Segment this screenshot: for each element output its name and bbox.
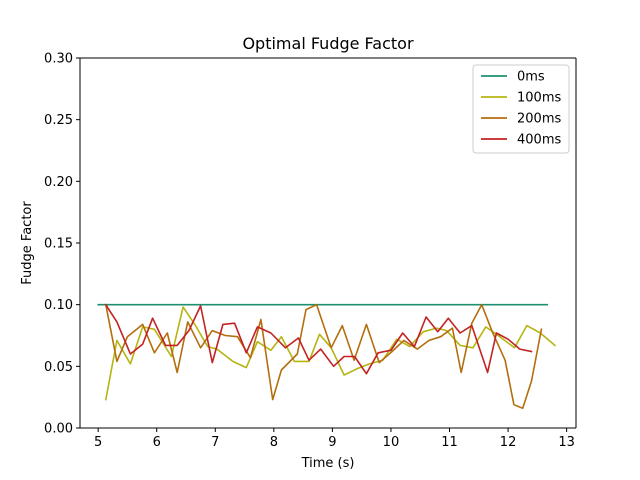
series-line-400ms: [104, 303, 533, 375]
y-tick-label: 0.00: [44, 422, 73, 437]
y-axis-title: Fudge Factor: [20, 201, 35, 285]
x-tick-label: 11: [441, 435, 458, 450]
x-tick-label: 6: [153, 435, 161, 450]
y-tick-label: 0.25: [44, 113, 73, 128]
legend-box: [472, 64, 570, 154]
x-tick-label: 12: [500, 435, 517, 450]
y-tick-label: 0.15: [44, 237, 73, 252]
x-tick-label: 8: [270, 435, 278, 450]
y-tick-label: 0.20: [44, 175, 73, 190]
x-axis-title: Time (s): [301, 456, 355, 471]
chart-title: Optimal Fudge Factor: [242, 34, 414, 53]
x-tick-label: 7: [211, 435, 219, 450]
legend-label: 200ms: [517, 112, 561, 127]
series-line-200ms: [104, 303, 543, 410]
x-tick-label: 10: [383, 435, 400, 450]
legend: 0ms 100ms 200ms 400ms: [472, 64, 570, 154]
y-tick-label: 0.10: [44, 298, 73, 313]
y-tick-label: 0.05: [44, 360, 73, 375]
legend-label: 100ms: [517, 91, 561, 106]
x-tick-label: 5: [94, 435, 102, 450]
series-line-100ms: [104, 306, 557, 401]
legend-label: 400ms: [517, 133, 561, 148]
ticks-layer: 5 6 7 8 9 10 11 12 13 0.00 0.05 0.10 0.15 0.20 0.25 0.3…: [44, 52, 575, 451]
legend-label: 0ms: [517, 70, 545, 85]
x-tick-label: 13: [558, 435, 575, 450]
x-tick-label: 9: [328, 435, 336, 450]
series-layer: [97, 303, 557, 410]
y-tick-label: 0.30: [44, 52, 73, 67]
